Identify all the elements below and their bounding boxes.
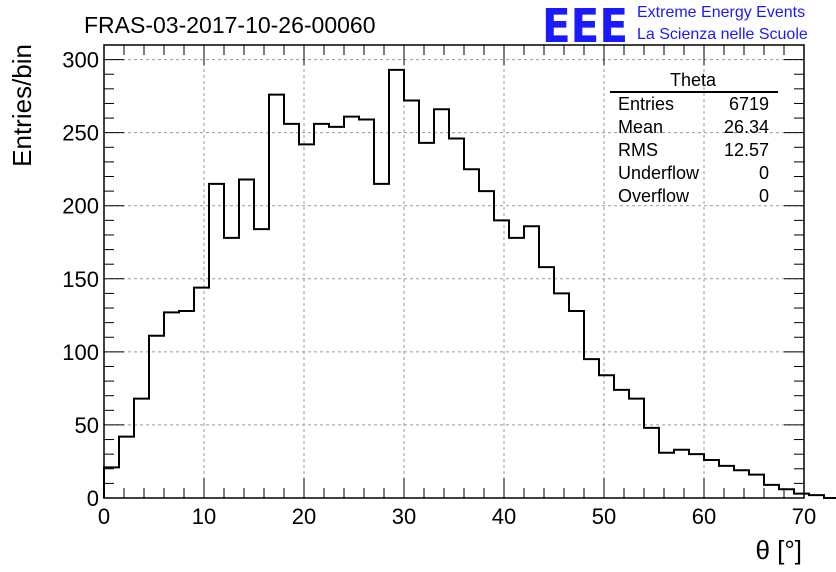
- eee-logo: EEE Extreme Energy Events La Scienza nel…: [542, 0, 808, 53]
- stats-row-label: RMS: [618, 140, 658, 160]
- logo-line-1: Extreme Energy Events: [637, 4, 805, 21]
- x-tick-label: 10: [192, 504, 216, 529]
- y-tick-label: 250: [62, 121, 99, 146]
- x-tick-label: 40: [492, 504, 516, 529]
- x-tick-label: 50: [592, 504, 616, 529]
- y-tick-label: 300: [62, 48, 99, 73]
- stats-row-value: 0: [759, 163, 769, 183]
- plot-frame: [103, 44, 805, 499]
- stats-row-value: 12.57: [724, 140, 769, 160]
- stats-box-title: Theta: [670, 70, 717, 90]
- y-tick-label: 150: [62, 267, 99, 292]
- stats-rows: Entries 6719 Mean 26.34 RMS 12.57 Underflow 0 Ov…: [618, 94, 769, 206]
- stats-row-label: Entries: [618, 94, 674, 114]
- histogram-outline: [103, 68, 836, 499]
- stats-row-label: Mean: [618, 117, 663, 137]
- x-axis-title: θ [°]: [755, 535, 802, 565]
- stats-row-value: 6719: [729, 94, 769, 114]
- x-tick-label: 60: [692, 504, 716, 529]
- grid-lines: [104, 45, 804, 498]
- chart-title: FRAS-03-2017-10-26-00060: [84, 12, 376, 38]
- stats-row-value: 0: [759, 186, 769, 206]
- stats-row-label: Overflow: [618, 186, 690, 206]
- x-tick-label: 70: [792, 504, 816, 529]
- x-tick-label: 20: [292, 504, 316, 529]
- axis-ticks: [103, 44, 805, 499]
- x-tick-label: 0: [98, 504, 110, 529]
- y-tick-label: 0: [87, 486, 99, 511]
- stats-row-label: Underflow: [618, 163, 700, 183]
- logo-line-2: La Scienza nelle Scuole: [637, 26, 808, 43]
- eee-logo-mark: EEE: [542, 0, 628, 53]
- y-tick-label: 50: [75, 413, 99, 438]
- stats-box: Theta Entries 6719 Mean 26.34 RMS 12.57 Underf…: [610, 70, 778, 206]
- y-tick-label: 200: [62, 194, 99, 219]
- x-tick-label: 30: [392, 504, 416, 529]
- x-tick-labels: 0 10 20 30 40 50 60 70: [98, 504, 816, 529]
- y-tick-label: 100: [62, 340, 99, 365]
- y-tick-labels: 0 50 100 150 200 250 300: [62, 48, 99, 511]
- y-axis-title: Entries/bin: [7, 44, 37, 167]
- stats-row-value: 26.34: [724, 117, 769, 137]
